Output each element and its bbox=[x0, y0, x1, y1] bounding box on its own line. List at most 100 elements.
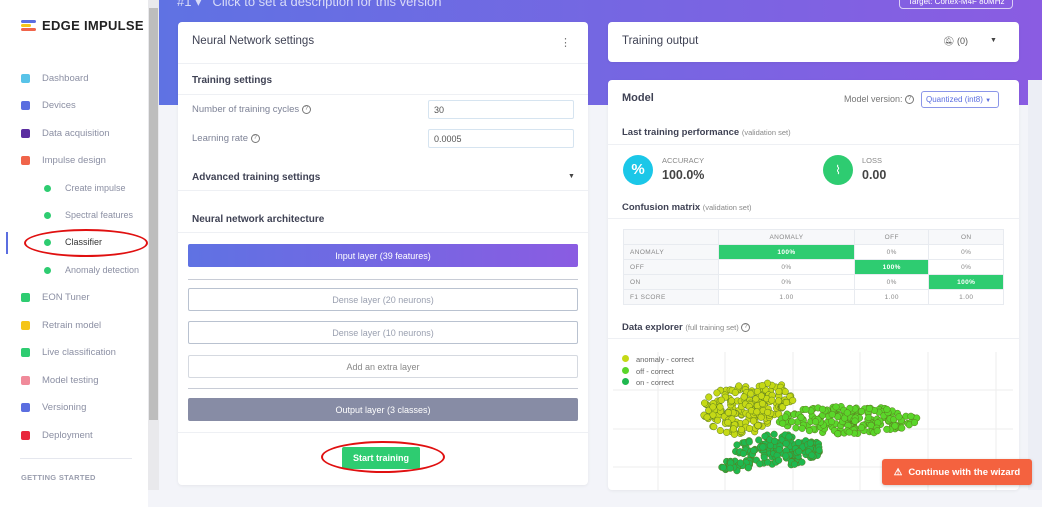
data-point bbox=[735, 382, 743, 390]
dense-layer-10[interactable]: Dense layer (10 neurons) bbox=[188, 321, 578, 344]
data-point bbox=[815, 446, 823, 454]
data-point bbox=[716, 426, 724, 435]
card-title: Neural Network settings bbox=[192, 35, 315, 47]
cm-row: OFF 0% 100% 0% bbox=[623, 259, 1004, 275]
legend-item: off - correct bbox=[636, 366, 674, 376]
continue-wizard-button[interactable]: ⚠︎ Continue with the wizard bbox=[882, 459, 1032, 485]
sidebar-item-label: Spectral features bbox=[65, 210, 134, 220]
sidebar-item-impulse-design[interactable]: Impulse design bbox=[0, 150, 148, 170]
data-point bbox=[701, 399, 709, 407]
input-layer[interactable]: Input layer (39 features) bbox=[188, 244, 578, 267]
help-icon[interactable]: ? bbox=[905, 95, 915, 105]
section-getting-started: GETTING STARTED bbox=[21, 473, 96, 482]
description-text[interactable]: Click to set a description for this vers… bbox=[212, 0, 442, 9]
monitor-icon bbox=[21, 73, 30, 83]
wizard-hat-icon: ⚠︎ bbox=[893, 466, 903, 478]
data-point bbox=[719, 464, 727, 472]
model-version-select[interactable]: Quantized (int8) ▼ bbox=[921, 91, 999, 108]
data-point bbox=[858, 407, 866, 415]
sidebar-item-deployment[interactable]: Deployment bbox=[0, 425, 148, 445]
shuffle-icon bbox=[21, 320, 30, 330]
sidebar-item-live-classification[interactable]: Live classification bbox=[0, 342, 148, 362]
training-cycles-input[interactable]: 30 bbox=[428, 100, 574, 119]
sidebar-scrollbar-thumb[interactable] bbox=[149, 8, 158, 420]
sidebar-item-label: Deployment bbox=[42, 429, 93, 441]
help-icon[interactable]: ? bbox=[301, 104, 311, 114]
data-point bbox=[739, 449, 747, 458]
sidebar-item-label: Live classification bbox=[42, 346, 116, 358]
cm-col-header: ANOMALY bbox=[718, 229, 855, 245]
sidebar-item-devices[interactable]: Devices bbox=[0, 95, 148, 115]
sidebar-item-eon-tuner[interactable]: EON Tuner bbox=[0, 287, 148, 307]
chevron-down-icon[interactable]: ▼ bbox=[990, 37, 997, 44]
bell-off-icon[interactable]: 🔕︎ bbox=[943, 36, 955, 46]
cm-col-header: OFF bbox=[853, 229, 930, 245]
perf-heading: Last training performance bbox=[622, 127, 740, 138]
sidebar-item-spectral-features[interactable]: Spectral features bbox=[0, 205, 148, 225]
chevron-down-icon[interactable]: ▼ bbox=[568, 173, 575, 180]
data-point bbox=[797, 413, 805, 421]
data-point bbox=[761, 432, 769, 440]
target-badge[interactable]: Target: Cortex-M4F 80MHz bbox=[899, 0, 1014, 9]
more-menu-icon[interactable]: ⋮ bbox=[560, 37, 571, 49]
data-point bbox=[845, 428, 853, 436]
model-card: Model Model version: ? Quantized (int8) … bbox=[608, 80, 1019, 490]
cm-row: F1 SCORE 1.00 1.00 1.00 bbox=[623, 289, 1004, 305]
highlight-ellipse-classifier bbox=[24, 229, 148, 257]
data-point bbox=[802, 405, 810, 413]
data-point bbox=[705, 393, 713, 401]
notification-count[interactable]: (0) bbox=[956, 36, 968, 46]
data-point bbox=[832, 403, 840, 411]
add-layer-button[interactable]: Add an extra layer bbox=[188, 355, 578, 378]
data-point bbox=[795, 447, 803, 456]
output-layer[interactable]: Output layer (3 classes) bbox=[188, 398, 578, 421]
sidebar-item-model-testing[interactable]: Model testing bbox=[0, 370, 148, 390]
help-icon[interactable]: ? bbox=[741, 322, 751, 332]
data-point bbox=[759, 443, 767, 451]
learning-rate-input[interactable]: 0.0005 bbox=[428, 129, 574, 148]
data-point bbox=[736, 459, 745, 467]
sidebar-item-label: Model testing bbox=[42, 374, 99, 386]
data-point bbox=[710, 423, 718, 431]
data-point bbox=[910, 419, 919, 427]
sidebar-item-dashboard[interactable]: Dashboard bbox=[0, 68, 148, 88]
data-point bbox=[750, 447, 758, 455]
data-point bbox=[788, 418, 796, 426]
data-point bbox=[753, 408, 761, 416]
data-point bbox=[703, 413, 711, 421]
sidebar-item-create-impulse[interactable]: Create impulse bbox=[0, 178, 148, 198]
help-icon[interactable]: ? bbox=[250, 133, 260, 143]
cm-col-header: ON bbox=[928, 229, 1004, 245]
sidebar-item-retrain-model[interactable]: Retrain model bbox=[0, 315, 148, 335]
sidebar-item-label: Dashboard bbox=[42, 72, 89, 84]
percent-icon: % bbox=[623, 155, 653, 185]
sidebar-item-versioning[interactable]: Versioning bbox=[0, 397, 148, 417]
data-point bbox=[755, 436, 763, 444]
sidebar-item-anomaly-detection[interactable]: Anomaly detection bbox=[0, 260, 148, 280]
explorer-heading: Data explorer bbox=[622, 322, 683, 333]
logo: EDGE IMPULSE bbox=[21, 18, 144, 33]
data-point bbox=[782, 452, 790, 460]
legend-item: on - correct bbox=[636, 378, 674, 387]
page-scrollbar[interactable] bbox=[1028, 80, 1042, 490]
data-point bbox=[883, 425, 891, 433]
branch-icon bbox=[21, 402, 30, 412]
sidebar-item-label: Create impulse bbox=[65, 183, 126, 193]
chip-icon bbox=[21, 100, 30, 110]
cm-subtitle: (validation set) bbox=[702, 203, 752, 212]
data-point bbox=[781, 388, 789, 396]
data-explorer-plot[interactable] bbox=[608, 340, 1019, 490]
version-selector[interactable]: #1 ▾ bbox=[177, 0, 202, 9]
training-settings-heading: Training settings bbox=[192, 75, 273, 86]
data-point bbox=[898, 424, 906, 432]
dense-layer-20[interactable]: Dense layer (20 neurons) bbox=[188, 288, 578, 311]
version-description[interactable]: #1 ▾ Click to set a description for this… bbox=[177, 0, 442, 10]
data-point bbox=[785, 433, 793, 441]
sidebar-item-data-acquisition[interactable]: Data acquisition bbox=[0, 123, 148, 143]
data-point bbox=[775, 446, 783, 454]
data-point bbox=[737, 426, 746, 434]
advanced-settings-toggle[interactable]: Advanced training settings bbox=[192, 172, 321, 183]
perf-subtitle: (validation set) bbox=[741, 128, 791, 137]
cm-row: ANOMALY 100% 0% 0% bbox=[623, 244, 1004, 260]
data-point bbox=[760, 453, 768, 461]
